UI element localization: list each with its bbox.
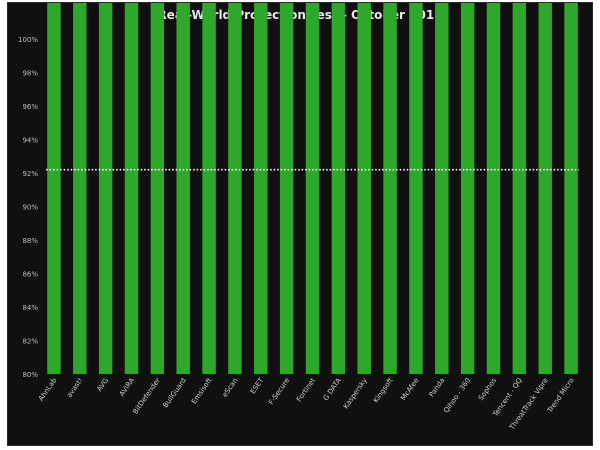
y-tick-label: 80% xyxy=(22,371,38,379)
x-tick-label: avast! xyxy=(65,377,84,400)
x-tick-label: Qihoo - 360 xyxy=(442,377,472,415)
bar-segment-blocked xyxy=(254,3,268,374)
bar-segment-blocked xyxy=(228,3,242,374)
y-tick-label: 82% xyxy=(22,338,38,346)
bar-segment-blocked xyxy=(435,3,449,374)
x-tick-label: F-Secure xyxy=(267,377,291,407)
bar-segment-blocked xyxy=(305,3,320,374)
y-tick-label: 96% xyxy=(22,103,38,111)
chart-title: Real-World Protection Test - October 201… xyxy=(157,8,442,22)
x-tick-label: AhnLab xyxy=(37,376,59,403)
y-tick-label: 94% xyxy=(22,137,38,145)
x-tick-label: McAfee xyxy=(399,377,420,402)
bar-segment-blocked xyxy=(176,3,190,374)
bar-segment-blocked xyxy=(383,3,397,374)
x-tick-label: Panda xyxy=(428,377,447,399)
bar-segment-blocked xyxy=(124,3,139,374)
x-tick-label: ESET xyxy=(249,376,266,396)
x-tick-label: G DATA xyxy=(322,376,343,402)
x-tick-label: BullGuard xyxy=(162,377,188,410)
bar-segment-blocked xyxy=(460,3,475,374)
bar-segment-blocked xyxy=(98,3,113,374)
bar-segment-blocked xyxy=(73,3,87,374)
bar-segment-blocked xyxy=(47,3,61,374)
bar-segment-blocked xyxy=(202,3,216,374)
y-tick-label: 100% xyxy=(18,36,38,44)
x-tick-label: Fortinet xyxy=(295,376,317,403)
y-tick-label: 98% xyxy=(22,70,38,78)
y-tick-label: 90% xyxy=(22,204,38,212)
y-tick-label: 84% xyxy=(22,304,38,312)
x-tick-label: Trend Micro xyxy=(546,377,576,415)
bars xyxy=(47,3,578,374)
y-axis: 80% 82% 84% 86% 88% 90% 92% 94% 96% 98% 100% xyxy=(18,36,38,379)
chart-frame: Real-World Protection Test - October 201… xyxy=(7,2,593,446)
bar-segment-blocked xyxy=(512,3,527,374)
x-tick-label: Kaspersky xyxy=(342,377,369,411)
x-tick-label: eScan xyxy=(221,377,240,399)
bar-segment-blocked xyxy=(357,3,371,374)
bar-segment-blocked xyxy=(331,3,346,374)
y-tick-label: 86% xyxy=(22,271,38,279)
x-tick-label: AVG xyxy=(95,377,110,394)
x-tick-label: BitDefender xyxy=(131,376,162,415)
x-tick-label: AVIRA xyxy=(118,376,136,398)
y-tick-label: 92% xyxy=(22,170,38,178)
bar-segment-blocked xyxy=(538,3,552,374)
bar-segment-blocked xyxy=(564,3,578,374)
x-tick-label: Sophos xyxy=(477,376,498,402)
bar-segment-blocked xyxy=(150,3,165,374)
bar-segment-blocked xyxy=(409,3,423,374)
bar-segment-blocked xyxy=(486,3,501,374)
y-tick-label: 88% xyxy=(22,237,38,245)
bar-segment-blocked xyxy=(279,3,294,374)
x-tick-label: Kingsoft xyxy=(372,376,395,404)
stacked-bar-chart: Real-World Protection Test - October 201… xyxy=(18,3,579,432)
x-tick-label: Emsisoft xyxy=(190,376,214,405)
